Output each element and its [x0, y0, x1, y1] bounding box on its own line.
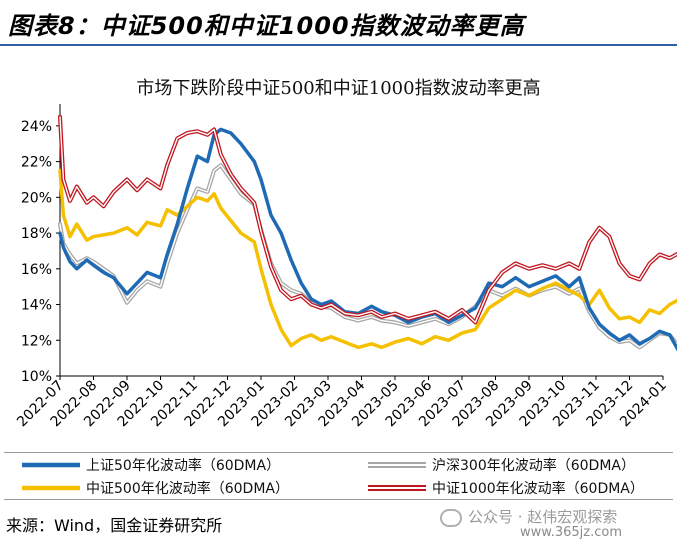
watermark: 公众号 · 赵伟宏观探索 [440, 506, 617, 527]
figure-title: 图表8：中证500和中证1000指数波动率更高 [8, 12, 525, 40]
title-rule [0, 44, 677, 46]
series-line-inner-csi1000 [59, 116, 677, 324]
watermark-text: 公众号 · 赵伟宏观探索 [468, 508, 618, 526]
legend-label-csi1000: 中证1000年化波动率（60DMA） [432, 480, 644, 497]
y-tick-label: 14% [21, 298, 52, 314]
y-tick-label: 16% [21, 262, 52, 278]
y-tick-label: 12% [21, 333, 52, 349]
series-line-csi500 [58, 168, 677, 350]
legend-label-csi500: 中证500年化波动率（60DMA） [86, 480, 289, 497]
legend-label-hs300: 沪深300年化波动率（60DMA） [432, 457, 635, 474]
series-line-inner-hs300 [59, 164, 677, 349]
series-line-sse50 [58, 127, 677, 352]
y-tick-label: 22% [21, 155, 52, 171]
y-tick-label: 10% [21, 369, 52, 385]
y-tick-label: 24% [21, 119, 52, 135]
source-note: 来源：Wind，国金证券研究所 [6, 516, 223, 535]
y-tick-label: 18% [21, 226, 52, 242]
wechat-icon [440, 508, 462, 527]
chart-title: 市场下跌阶段中证500和中证1000指数波动率更高 [136, 78, 541, 99]
legend [4, 452, 673, 500]
legend-label-sse50: 上证50年化波动率（60DMA） [86, 457, 280, 474]
watermark-url: www.365jz.com [520, 525, 622, 540]
y-tick-label: 20% [21, 190, 52, 206]
